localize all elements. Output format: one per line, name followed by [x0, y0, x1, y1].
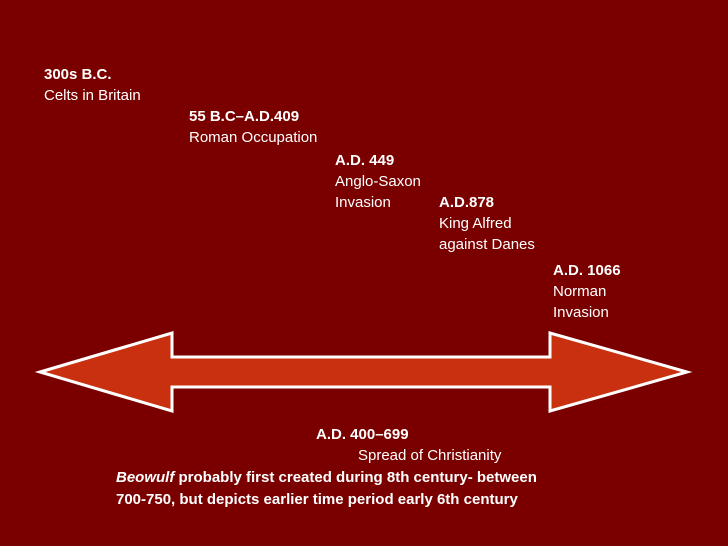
note-line-2: 700-750, but depicts earlier time period… [116, 491, 518, 508]
event-desc: King Alfred [439, 215, 512, 232]
double-arrow-shape [34, 330, 693, 414]
event-desc: Norman [553, 283, 607, 300]
event-desc: Invasion [335, 194, 391, 211]
note-title: Beowulf [116, 469, 175, 486]
note-line-1-rest: probably first created during 8th centur… [174, 469, 537, 486]
event-anglo-saxon: A.D. 449 Anglo-Saxon Invasion [335, 150, 421, 213]
event-desc: Roman Occupation [189, 129, 318, 146]
event-date: 55 B.C–A.D.409 [189, 108, 300, 125]
beowulf-note: Beowulf probably first created during 8t… [116, 467, 537, 511]
event-desc: Celts in Britain [44, 87, 141, 104]
span-desc-wrap: Spread of Christianity [358, 445, 501, 466]
span-christianity: A.D. 400–699 [316, 424, 409, 445]
note-line-1: Beowulf probably first created during 8t… [116, 467, 537, 489]
event-date: A.D. 449 [335, 152, 395, 169]
event-king-alfred: A.D.878 King Alfred against Danes [439, 192, 535, 255]
event-date: 300s B.C. [44, 66, 112, 83]
event-roman: 55 B.C–A.D.409 Roman Occupation [189, 106, 317, 148]
span-date: A.D. 400–699 [316, 426, 409, 443]
event-date: A.D.878 [439, 194, 495, 211]
span-desc: Spread of Christianity [358, 447, 502, 464]
event-celts: 300s B.C. Celts in Britain [44, 64, 141, 106]
event-desc: Anglo-Saxon [335, 173, 421, 190]
event-desc: Invasion [553, 304, 609, 321]
event-date: A.D. 1066 [553, 262, 621, 279]
event-norman: A.D. 1066 Norman Invasion [553, 260, 621, 323]
event-desc: against Danes [439, 236, 535, 253]
